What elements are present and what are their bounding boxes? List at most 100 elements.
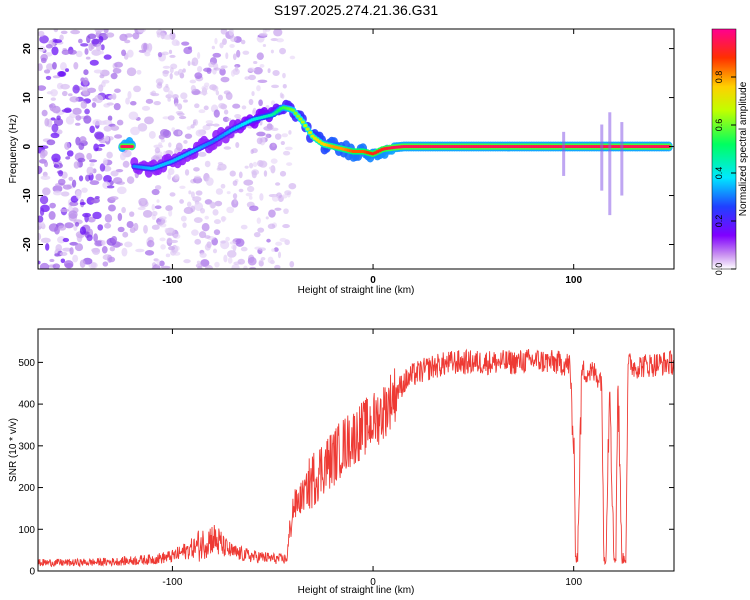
noise-blob xyxy=(165,253,171,258)
noise-blob xyxy=(192,118,199,126)
ridge-artifact xyxy=(608,112,612,216)
ridge-core xyxy=(666,144,671,149)
noise-blob xyxy=(126,220,134,229)
noise-blob xyxy=(213,67,221,71)
noise-blob xyxy=(213,229,221,236)
noise-blob xyxy=(161,218,167,224)
noise-blob xyxy=(272,70,280,76)
noise-blob xyxy=(154,185,162,190)
noise-blob xyxy=(226,191,231,195)
noise-blob xyxy=(91,102,97,108)
noise-blob xyxy=(265,133,270,139)
noise-blob xyxy=(58,170,64,177)
y-tick-label: 500 xyxy=(18,358,35,369)
noise-blob xyxy=(282,150,291,156)
noise-blob xyxy=(210,201,216,209)
noise-blob xyxy=(158,134,165,140)
noise-blob xyxy=(164,227,170,233)
noise-blob xyxy=(263,170,268,177)
noise-blob xyxy=(281,93,285,99)
noise-blob xyxy=(262,43,267,48)
noise-blob xyxy=(44,160,49,168)
noise-blob xyxy=(162,116,170,120)
noise-blob xyxy=(75,136,81,146)
noise-blob xyxy=(221,216,226,223)
noise-blob xyxy=(201,85,209,91)
noise-blob xyxy=(98,143,106,147)
noise-blob xyxy=(124,241,133,248)
noise-blob xyxy=(89,125,95,134)
noise-blob xyxy=(223,146,232,150)
noise-blob xyxy=(57,178,66,186)
noise-blob xyxy=(179,199,184,204)
noise-blob xyxy=(122,231,129,238)
noise-blob xyxy=(154,147,161,154)
noise-blob xyxy=(116,242,123,247)
noise-blob xyxy=(286,162,293,166)
noise-blob xyxy=(260,257,266,261)
noise-blob xyxy=(253,67,263,75)
noise-blob xyxy=(158,260,165,267)
noise-blob xyxy=(177,112,185,117)
noise-blob xyxy=(86,234,93,242)
noise-blob xyxy=(167,168,175,175)
noise-blob xyxy=(107,115,113,122)
noise-blob xyxy=(258,32,268,37)
noise-blob xyxy=(72,107,82,115)
noise-blob xyxy=(50,117,56,121)
noise-blob xyxy=(184,133,193,139)
snr-y-label: SNR (10 * v/v) xyxy=(8,418,19,482)
noise-blob xyxy=(169,72,173,80)
noise-blob xyxy=(126,176,135,184)
noise-blob xyxy=(248,195,253,200)
noise-blob xyxy=(274,133,282,140)
noise-blob xyxy=(169,54,176,58)
noise-blob xyxy=(273,247,279,252)
spectrogram-frame xyxy=(37,28,675,270)
noise-blob xyxy=(84,108,90,115)
noise-blob xyxy=(122,160,130,168)
noise-blob xyxy=(148,130,156,139)
noise-blob xyxy=(244,76,250,81)
noise-blob xyxy=(147,42,153,52)
ridge-core xyxy=(303,123,308,128)
noise-blob xyxy=(65,156,71,160)
noise-blob xyxy=(104,213,113,223)
noise-blob xyxy=(215,188,224,195)
noise-blob xyxy=(50,97,57,101)
noise-blob xyxy=(50,89,58,97)
noise-blob xyxy=(112,93,117,100)
noise-blob xyxy=(235,142,240,149)
noise-blob xyxy=(94,29,104,34)
noise-blob xyxy=(117,226,125,233)
noise-blob xyxy=(145,98,154,104)
noise-blob xyxy=(162,65,171,69)
noise-blob xyxy=(216,167,222,171)
noise-blob xyxy=(238,171,243,179)
x-tick-label: 0 xyxy=(370,275,376,286)
x-tick-label: -100 xyxy=(162,275,182,286)
noise-blob xyxy=(101,79,110,84)
ridge-artifact xyxy=(600,124,604,191)
noise-blob xyxy=(64,262,74,269)
noise-blob xyxy=(192,196,202,202)
noise-blob xyxy=(96,43,102,52)
noise-blob xyxy=(92,211,102,220)
noise-blob xyxy=(249,205,259,212)
noise-blob xyxy=(143,43,148,51)
noise-blob xyxy=(62,184,72,190)
noise-blob xyxy=(230,69,236,77)
noise-blob xyxy=(90,199,97,204)
noise-blob xyxy=(133,85,142,93)
noise-blob xyxy=(177,103,183,110)
noise-blob xyxy=(249,266,257,269)
noise-blob xyxy=(220,240,226,244)
noise-blob xyxy=(282,72,286,79)
noise-blob xyxy=(195,129,205,137)
noise-blob xyxy=(229,241,237,245)
noise-blob xyxy=(99,74,105,79)
noise-blob xyxy=(65,115,75,125)
noise-blob xyxy=(114,88,121,93)
noise-blob xyxy=(111,235,118,243)
noise-blob xyxy=(135,248,145,253)
